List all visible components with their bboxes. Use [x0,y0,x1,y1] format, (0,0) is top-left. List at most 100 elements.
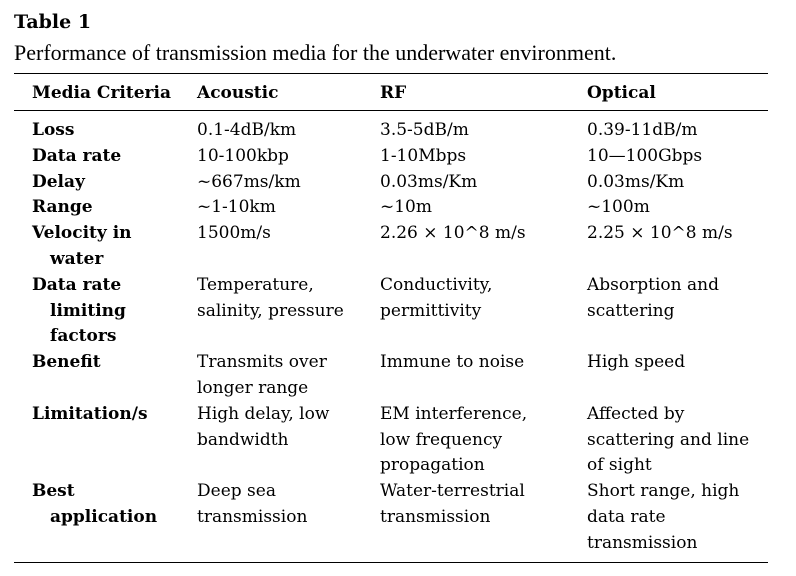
table-row: Best application Deep sea transmission Water… [0,479,796,556]
optical-cell-line: 10—100Gbps [587,145,703,166]
criteria-cell-line: Data rate [32,145,122,166]
table-top-rule [14,73,768,74]
acoustic-cell-line: transmission [197,506,308,527]
optical-cell: High speed [587,350,767,376]
acoustic-cell: ~1-10km [197,195,377,221]
rf-cell: Immune to noise [380,350,580,376]
criteria-cell: Data rate [32,144,187,170]
table-caption: Performance of transmission media for th… [14,40,617,65]
optical-cell: 2.25 × 10^8 m/s [587,221,767,247]
rf-cell: 0.03ms/Km [380,170,580,196]
optical-cell-line: 2.25 × 10^8 m/s [587,223,733,244]
optical-cell-line: High speed [587,352,686,373]
table-bottom-rule [14,562,768,563]
optical-cell: Short range, high data rate transmission [587,479,767,556]
optical-cell: 0.39-11dB/m [587,118,767,144]
table-label: Table 1 [14,11,92,33]
table-row: Limitation/s High delay, low bandwidth EM i… [0,402,796,479]
rf-cell-line: transmission [380,506,491,527]
acoustic-cell-line: ~667ms/km [197,171,301,192]
optical-cell-line: data rate [587,506,666,527]
criteria-cell-line: Limitation/s [32,403,148,424]
acoustic-cell: Transmits over longer range [197,350,377,402]
rf-cell-line: 2.26 × 10^8 m/s [380,223,526,244]
acoustic-cell-line: 10-100kbp [197,145,289,166]
rf-cell: Water-terrestrial transmission [380,479,580,531]
criteria-cell-line: Best [32,481,75,502]
rf-cell-line: EM interference, [380,403,528,424]
acoustic-cell: 0.1-4dB/km [197,118,377,144]
rf-cell-line: propagation [380,455,485,476]
acoustic-cell-line: bandwidth [197,429,289,450]
optical-cell: Absorption and scattering [587,273,767,325]
header-media-criteria: Media Criteria [32,83,171,103]
optical-cell: 10—100Gbps [587,144,767,170]
criteria-cell-line: Range [32,197,93,218]
optical-cell-line: of sight [587,455,652,476]
table-row: Velocity in water 1500m/s 2.26 × 10^8 m/s 2.… [0,221,796,273]
acoustic-cell: ~667ms/km [197,170,377,196]
criteria-cell: Limitation/s [32,402,187,428]
criteria-cell: Delay [32,170,187,196]
table-row: Data rate limiting factors Temperature, sali… [0,273,796,350]
table-row: Delay ~667ms/km 0.03ms/Km 0.03ms/Km [0,170,796,196]
table-row: Range ~1-10km ~10m ~100m [0,195,796,221]
criteria-cell-line: Velocity in [32,223,132,244]
optical-cell-line: ~100m [587,197,650,218]
header-optical: Optical [587,83,656,103]
table-row: Benefit Transmits over longer range Immune … [0,350,796,402]
table-body: Loss 0.1-4dB/km 3.5-5dB/m 0.39-11dB/m Data r… [0,118,796,557]
criteria-cell-line: water [50,248,104,269]
rf-cell: Conductivity, permittivity [380,273,580,325]
rf-cell-line: 1-10Mbps [380,145,467,166]
rf-cell: 2.26 × 10^8 m/s [380,221,580,247]
optical-cell-line: scattering and line [587,429,750,450]
acoustic-cell: 1500m/s [197,221,377,247]
acoustic-cell-line: salinity, pressure [197,300,344,321]
optical-cell: 0.03ms/Km [587,170,767,196]
criteria-cell: Data rate limiting factors [32,273,187,350]
optical-cell-line: Absorption and [587,274,719,295]
table-header-rule [14,110,768,111]
rf-cell-line: ~10m [380,197,432,218]
rf-cell: 3.5-5dB/m [380,118,580,144]
rf-cell-line: low frequency [380,429,503,450]
acoustic-cell-line: Deep sea [197,481,276,502]
optical-cell-line: 0.39-11dB/m [587,120,698,140]
acoustic-cell-line: longer range [197,377,309,398]
table-row: Loss 0.1-4dB/km 3.5-5dB/m 0.39-11dB/m [0,118,796,144]
rf-cell: 1-10Mbps [380,144,580,170]
optical-cell-line: scattering [587,300,675,321]
acoustic-cell: 10-100kbp [197,144,377,170]
rf-cell-line: Immune to noise [380,352,525,373]
optical-cell: Affected by scattering and line of sight [587,402,767,479]
criteria-cell-line: limiting [50,300,126,321]
criteria-cell-line: application [50,506,158,527]
criteria-cell: Velocity in water [32,221,187,273]
optical-cell: ~100m [587,195,767,221]
acoustic-cell: Deep sea transmission [197,479,377,531]
table-header-row: Media Criteria Acoustic RF Optical [0,80,796,106]
criteria-cell-line: Loss [32,120,75,140]
criteria-cell-line: Data rate [32,274,122,295]
header-acoustic: Acoustic [197,83,279,103]
acoustic-cell-line: Transmits over [197,352,327,373]
rf-cell-line: Conductivity, [380,274,493,295]
acoustic-cell-line: 1500m/s [197,223,271,244]
optical-cell-line: 0.03ms/Km [587,171,685,192]
acoustic-cell-line: 0.1-4dB/km [197,120,297,140]
optical-cell-line: Short range, high [587,481,740,502]
acoustic-cell: High delay, low bandwidth [197,402,377,454]
criteria-cell: Range [32,195,187,221]
optical-cell-line: Affected by [587,403,685,424]
header-rf: RF [380,83,407,103]
acoustic-cell-line: Temperature, [197,274,314,295]
criteria-cell: Benefit [32,350,187,376]
rf-cell-line: 0.03ms/Km [380,171,478,192]
criteria-cell-line: factors [50,326,117,347]
criteria-cell: Best application [32,479,187,531]
acoustic-cell-line: High delay, low [197,403,330,424]
criteria-cell: Loss [32,118,187,144]
optical-cell-line: transmission [587,532,698,553]
rf-cell: EM interference, low frequency propagation [380,402,580,479]
